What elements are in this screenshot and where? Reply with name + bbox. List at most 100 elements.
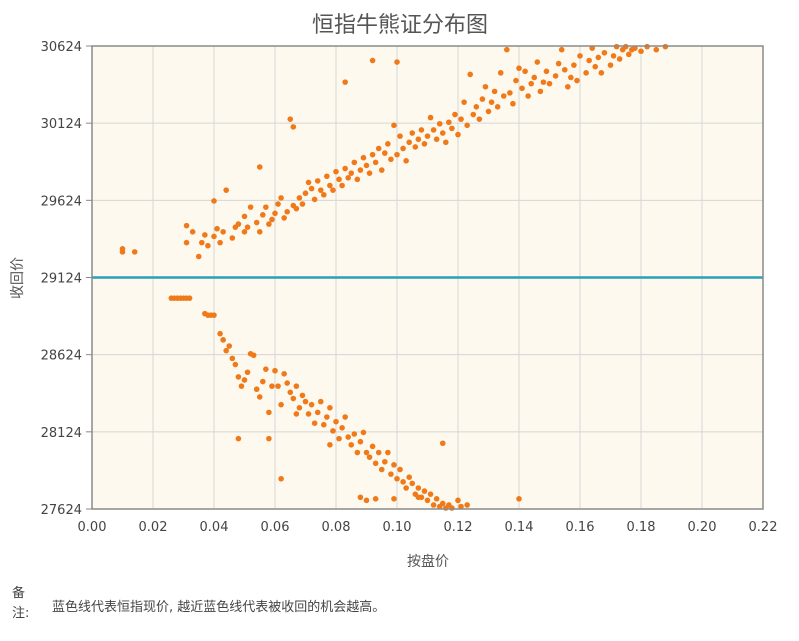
data-point xyxy=(397,133,403,139)
data-point xyxy=(199,239,205,246)
data-point xyxy=(409,480,416,487)
x-tick-label: 0.06 xyxy=(261,520,290,535)
data-point xyxy=(275,201,281,207)
data-point xyxy=(449,125,455,132)
x-tick-label: 0.08 xyxy=(322,520,351,535)
data-point xyxy=(528,80,534,87)
data-point xyxy=(369,57,376,64)
data-point xyxy=(336,435,342,442)
data-point xyxy=(235,374,242,380)
data-point xyxy=(449,505,455,511)
data-point xyxy=(314,178,321,184)
data-point xyxy=(278,401,284,408)
data-point xyxy=(394,59,400,65)
data-point xyxy=(345,434,352,440)
data-point xyxy=(433,496,440,502)
x-tick-label: 0.20 xyxy=(688,520,717,535)
data-point xyxy=(186,295,193,301)
data-point xyxy=(317,187,324,193)
data-point xyxy=(534,59,541,65)
data-point xyxy=(433,136,440,143)
x-axis-label: 按盘价 xyxy=(407,553,449,570)
data-point xyxy=(342,414,348,420)
data-point xyxy=(299,392,306,399)
data-point xyxy=(412,144,419,150)
y-tick-label: 29624 xyxy=(41,194,82,209)
data-point xyxy=(558,46,565,53)
data-point xyxy=(470,111,477,118)
data-point xyxy=(439,130,446,136)
data-point xyxy=(446,119,452,126)
data-point xyxy=(324,173,330,180)
data-point xyxy=(223,187,229,193)
note-label: 备注: xyxy=(12,586,30,621)
data-point xyxy=(543,68,550,75)
data-point xyxy=(321,421,327,428)
data-point xyxy=(305,411,312,417)
data-point xyxy=(287,116,294,122)
data-point xyxy=(287,389,294,396)
data-point xyxy=(232,361,239,368)
data-point xyxy=(311,420,318,426)
data-point xyxy=(510,100,516,107)
data-point xyxy=(406,139,413,146)
data-point xyxy=(583,70,589,76)
data-point xyxy=(324,414,330,420)
data-point xyxy=(263,366,269,372)
data-point xyxy=(476,116,483,122)
data-point xyxy=(278,475,284,482)
data-point xyxy=(464,502,470,508)
data-point xyxy=(247,204,254,210)
data-point xyxy=(348,441,355,448)
data-point xyxy=(421,141,428,147)
data-point xyxy=(241,213,248,220)
data-point xyxy=(598,70,605,76)
data-point xyxy=(400,145,406,152)
data-point xyxy=(366,454,373,460)
data-point xyxy=(336,176,342,183)
data-point xyxy=(250,352,257,359)
data-point xyxy=(244,369,251,376)
data-point xyxy=(409,130,416,136)
data-point xyxy=(330,428,336,434)
data-point xyxy=(424,133,431,139)
data-point xyxy=(525,93,531,99)
data-point xyxy=(363,449,370,456)
y-tick-label: 27624 xyxy=(41,503,82,518)
data-point xyxy=(220,337,226,343)
data-point xyxy=(284,380,291,386)
data-point xyxy=(607,62,614,68)
data-point xyxy=(266,409,272,416)
data-point xyxy=(293,411,300,417)
data-point xyxy=(464,122,470,129)
data-point xyxy=(491,88,498,95)
data-point xyxy=(211,233,217,240)
data-point xyxy=(333,418,339,425)
data-point xyxy=(235,221,242,227)
data-point xyxy=(256,229,263,235)
data-point xyxy=(461,99,467,105)
data-point xyxy=(516,496,522,502)
data-point xyxy=(439,440,446,447)
x-tick-label: 0.02 xyxy=(139,520,168,535)
data-point xyxy=(296,195,303,201)
note-text: 蓝色线代表恒指现价, 越近蓝色线代表被收回的机会越高。 xyxy=(52,600,386,615)
data-point xyxy=(119,249,126,255)
data-point xyxy=(317,398,324,405)
data-point xyxy=(348,170,355,176)
data-point xyxy=(284,208,291,215)
y-tick-label: 30124 xyxy=(41,117,82,132)
data-point xyxy=(601,49,608,56)
data-point xyxy=(653,46,660,53)
data-point xyxy=(391,462,397,468)
data-point xyxy=(375,145,382,152)
x-tick-label: 0.22 xyxy=(749,520,778,535)
data-point xyxy=(308,401,315,408)
plot-frame xyxy=(91,45,764,510)
data-point xyxy=(327,182,333,189)
data-point xyxy=(519,85,525,92)
data-point xyxy=(183,222,190,229)
data-point xyxy=(455,497,461,504)
data-point xyxy=(516,65,522,72)
